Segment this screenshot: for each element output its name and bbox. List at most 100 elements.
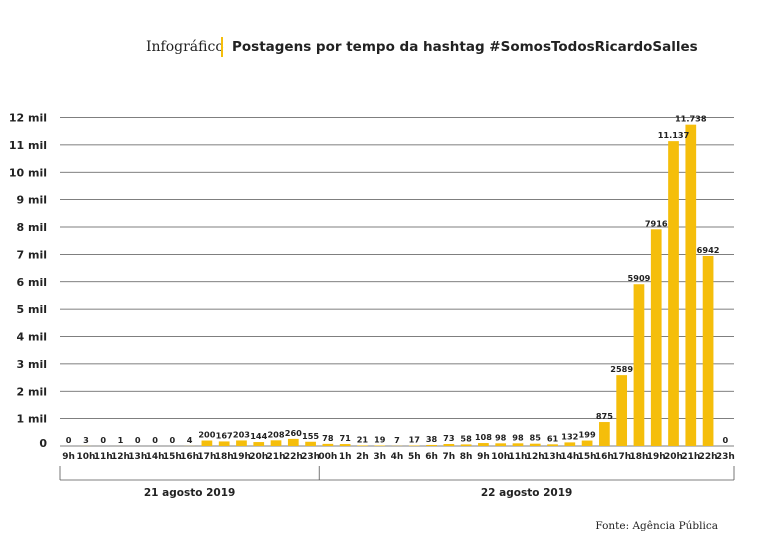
y-tick-label: 8 mil [17, 221, 48, 234]
chart-title: Postagens por tempo da hashtag #SomosTod… [232, 39, 698, 55]
bar [529, 443, 541, 446]
x-tick-label: 4h [391, 452, 404, 462]
x-tick-label: 13h [543, 452, 562, 462]
x-tick-label: 18h [629, 452, 648, 462]
x-axis: 9h 10h11h12h13h14h15h16h17h18h19h20h21h22… [62, 452, 735, 462]
x-tick-label: 20h [249, 452, 268, 462]
data-label: 208 [267, 429, 284, 439]
y-tick-label: 10 mil [9, 166, 47, 179]
bar [287, 438, 299, 446]
data-label: 73 [443, 433, 455, 443]
data-label: 203 [233, 429, 250, 439]
data-label: 11.137 [658, 130, 690, 140]
x-tick-label: 14h [146, 452, 165, 462]
bar [564, 442, 576, 446]
data-label: 58 [460, 433, 472, 443]
x-tick-label: 22h [284, 452, 303, 462]
data-label: 132 [561, 431, 578, 441]
bar [305, 441, 316, 446]
x-tick-label: 15h [163, 452, 182, 462]
x-tick-label: 12h [526, 452, 545, 462]
x-tick-label: 11h [509, 452, 528, 462]
data-label: 2589 [610, 364, 633, 374]
date-group-label: 21 agosto 2019 [144, 487, 235, 499]
data-label: 200 [198, 430, 215, 440]
x-tick-label: 18h [215, 452, 234, 462]
y-tick-label: 12 mil [9, 112, 47, 125]
bar [547, 444, 558, 446]
bar [702, 255, 714, 446]
bar [616, 375, 628, 446]
x-tick-label: 1h [339, 452, 352, 462]
x-tick-label: 12h [111, 452, 130, 462]
x-tick-label: 21h [681, 452, 700, 462]
data-label: 155 [302, 431, 319, 441]
bar [426, 444, 437, 446]
infographic-label: Infográfico [146, 39, 224, 55]
y-tick-label: 5 mil [17, 303, 48, 316]
x-tick-label: 7h [443, 452, 456, 462]
bars [80, 124, 714, 447]
x-tick-label: 22h [699, 452, 718, 462]
data-labels: 0 3 0 1 0 0 0 4 200 167 203 144 208 260 155 78 71 21 19 7 17… [66, 114, 729, 445]
x-tick-label: 16h [180, 452, 199, 462]
y-tick-label: 2 mil [17, 385, 48, 398]
bar [357, 445, 368, 446]
data-label: 11.738 [675, 114, 707, 124]
bar [668, 141, 679, 446]
title-divider [221, 37, 223, 57]
bar [599, 422, 610, 446]
y-tick-label: 0 [39, 437, 47, 450]
date-group-label: 22 agosto 2019 [481, 487, 572, 499]
y-tick-label: 4 mil [17, 331, 48, 344]
data-label: 71 [339, 433, 351, 443]
x-tick-label: 21h [267, 452, 286, 462]
data-label: 85 [530, 433, 542, 443]
y-tick-label: 9 mil [17, 194, 48, 207]
bar [495, 443, 507, 446]
x-tick-label: 17h [612, 452, 631, 462]
bar [512, 443, 524, 446]
data-label: 875 [596, 411, 613, 421]
x-tick-label: 9h [62, 452, 75, 462]
x-tick-label: 11h [94, 452, 113, 462]
data-label: 260 [285, 428, 302, 438]
bar [460, 444, 472, 446]
x-tick-label: 14h [560, 452, 579, 462]
data-label: 98 [512, 432, 524, 442]
bar [650, 229, 662, 446]
y-tick-label: 1 mil [17, 413, 48, 426]
data-label: 144 [250, 431, 267, 441]
bar [236, 440, 247, 446]
x-tick-label: 23h [716, 452, 735, 462]
x-tick-label: 20h [664, 452, 683, 462]
x-tick-label: 15h [578, 452, 597, 462]
bar [633, 284, 645, 446]
data-label: 167 [216, 430, 233, 440]
x-tick-label: 5h [408, 452, 421, 462]
y-axis: 0 1 mil 2 mil 3 mil 4 mil 5 mil 6 mil 7 mil 8 mi… [9, 112, 47, 451]
data-label: 0 [100, 435, 106, 445]
data-label: 19 [374, 434, 386, 444]
date-groups: 21 agosto 2019 22 agosto 2019 [59, 466, 735, 499]
x-tick-label: 8h [460, 452, 473, 462]
bar [253, 442, 265, 446]
x-tick-label: 9h [477, 452, 490, 462]
data-label: 108 [475, 432, 492, 442]
data-label: 0 [66, 435, 72, 445]
chart-header: Infográfico Postagens por tempo da hasht… [146, 37, 698, 57]
bar [478, 443, 489, 446]
x-tick-label: 6h [425, 452, 438, 462]
bar [270, 440, 282, 446]
y-tick-label: 6 mil [17, 276, 48, 289]
data-label: 0 [152, 435, 158, 445]
bar [339, 444, 351, 446]
data-label: 0 [169, 435, 175, 445]
x-tick-label: 2h [356, 452, 369, 462]
x-tick-label: 19h [647, 452, 666, 462]
data-label: 6942 [697, 245, 720, 255]
data-label: 3 [83, 435, 89, 445]
data-label: 1 [118, 435, 124, 445]
data-label: 0 [723, 435, 729, 445]
